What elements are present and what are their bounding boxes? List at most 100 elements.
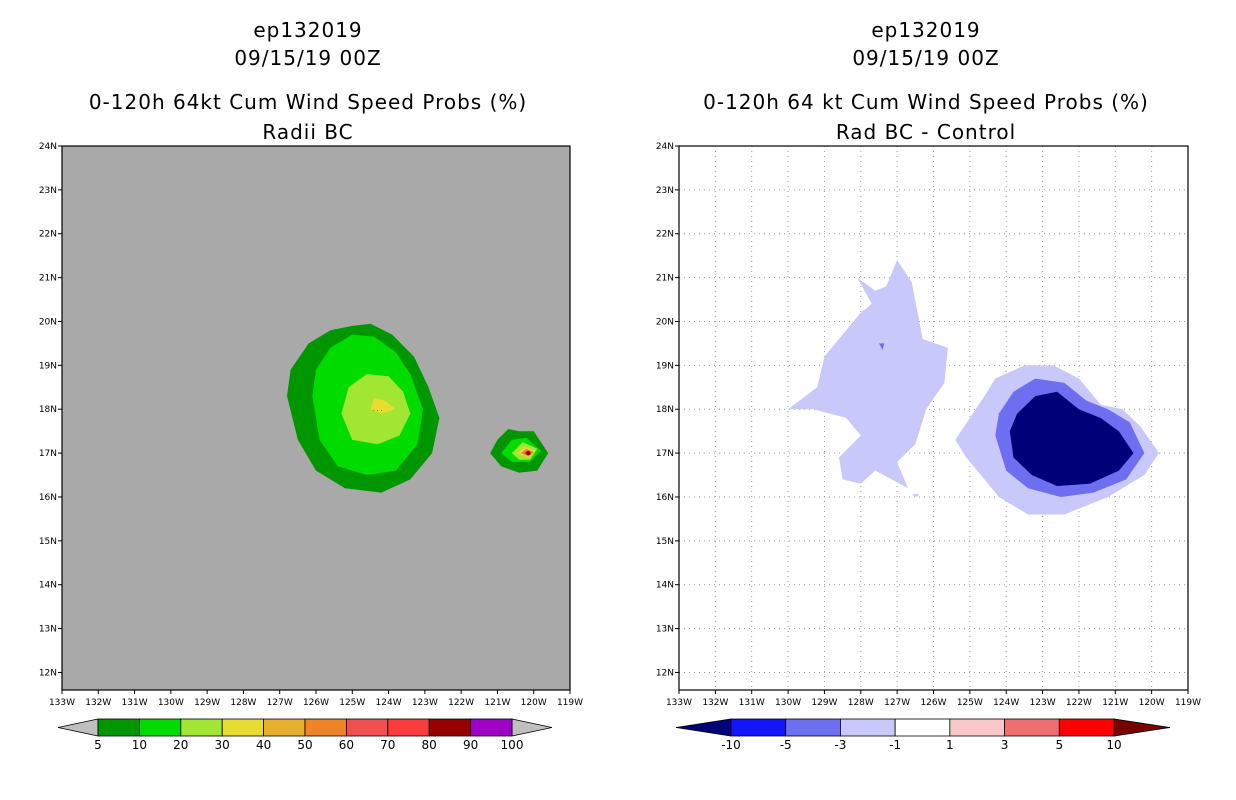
colorbar-label: 70 [380, 738, 395, 752]
colorbar-label: 20 [173, 738, 188, 752]
positive-region-3 [788, 260, 948, 489]
colorbar-label: 90 [463, 738, 478, 752]
colorbar-over-arrow [1113, 718, 1171, 737]
x-tick-label: 132W [85, 698, 111, 708]
colorbar-label: 50 [297, 738, 312, 752]
colorbar-label: 80 [422, 738, 437, 752]
colorbar-swatch [840, 718, 896, 737]
colorbar-swatch [387, 718, 430, 737]
y-tick-label: 14N [39, 581, 57, 591]
x-tick-label: 122W [448, 698, 474, 708]
colorbar-swatch [894, 718, 951, 737]
y-tick-label: 13N [39, 625, 57, 635]
left-chart-title: 0-120h 64kt Cum Wind Speed Probs (%) [88, 90, 528, 114]
colorbar-under-arrow [57, 718, 99, 737]
right-chart-subtitle: Rad BC - Control [835, 120, 1017, 144]
colorbar-label: 60 [339, 738, 354, 752]
x-tick-label: 119W [1175, 698, 1201, 708]
x-tick-label: 124W [376, 698, 402, 708]
colorbar-swatch [304, 718, 347, 737]
colorbar-swatch [138, 718, 182, 737]
x-tick-label: 129W [194, 698, 220, 708]
left-contours: . . . [287, 323, 549, 493]
x-tick-label: 126W [303, 698, 329, 708]
colorbar-swatch [428, 718, 472, 737]
right-storm-id: ep132019 [871, 18, 981, 42]
colorbar-swatch [345, 718, 389, 737]
colorbar-label: 40 [256, 738, 271, 752]
colorbar-under-arrow [675, 718, 732, 737]
y-tick-label: 21N [656, 274, 674, 284]
contour-dots: . . . [373, 406, 383, 413]
x-tick-label: 133W [666, 698, 692, 708]
x-tick-label: 131W [739, 698, 765, 708]
secondary-max-point [526, 450, 531, 456]
x-tick-label: 128W [230, 698, 256, 708]
x-tick-label: 124W [993, 698, 1019, 708]
y-tick-label: 15N [39, 537, 57, 547]
x-tick-label: 130W [158, 698, 184, 708]
y-tick-label: 14N [656, 581, 674, 591]
colorbar-label: 10 [1106, 738, 1121, 752]
x-tick-label: 123W [412, 698, 438, 708]
colorbar-label: 30 [215, 738, 230, 752]
contour-30-40 [370, 398, 396, 414]
y-tick-label: 19N [39, 361, 57, 371]
right-colorbar: -10 -5 -3 -1 1 3 5 10 [675, 718, 1171, 752]
y-tick-label: 22N [39, 230, 57, 240]
y-tick-label: 16N [39, 493, 57, 503]
x-tick-label: 121W [1102, 698, 1128, 708]
y-tick-label: 19N [656, 361, 674, 371]
left-datetime: 09/15/19 00Z [234, 46, 382, 70]
x-tick-label: 120W [1139, 698, 1165, 708]
y-tick-label: 12N [656, 668, 674, 678]
y-tick-label: 22N [656, 230, 674, 240]
left-plot: . . . 133W 132W 131W 130W 129W 128W 127W 126W 125… [39, 142, 583, 752]
right-plot: 133W 132W 131W 130W 129W 128W 127W 126W 125W 124W… [656, 142, 1201, 752]
small-contour-3 [911, 493, 919, 497]
y-tick-label: 24N [39, 142, 57, 152]
small-contour-5 [879, 343, 885, 350]
colorbar-swatch [180, 718, 223, 737]
y-tick-label: 20N [656, 317, 674, 327]
right-contours [788, 260, 1159, 515]
y-tick-label: 24N [656, 142, 674, 152]
x-tick-label: 127W [267, 698, 293, 708]
y-tick-label: 16N [656, 493, 674, 503]
y-tick-label: 15N [656, 537, 674, 547]
left-storm-id: ep132019 [253, 18, 363, 42]
x-tick-label: 125W [957, 698, 983, 708]
y-tick-label: 13N [656, 625, 674, 635]
y-tick-label: 23N [39, 186, 57, 196]
y-tick-label: 20N [39, 317, 57, 327]
colorbar-swatch [949, 718, 1005, 737]
y-tick-label: 17N [39, 449, 57, 459]
colorbar-swatch [263, 718, 306, 737]
right-chart-title: 0-120h 64 kt Cum Wind Speed Probs (%) [703, 90, 1149, 114]
x-tick-label: 131W [122, 698, 148, 708]
colorbar-label: -3 [834, 738, 846, 752]
colorbar-label: 100 [501, 738, 524, 752]
x-tick-label: 130W [775, 698, 801, 708]
colorbar-label: 5 [94, 738, 102, 752]
x-tick-label: 123W [1030, 698, 1056, 708]
y-tick-label: 18N [656, 405, 674, 415]
x-tick-label: 127W [884, 698, 910, 708]
x-tick-label: 125W [339, 698, 365, 708]
colorbar-swatch [97, 718, 140, 737]
colorbar-swatch [470, 718, 513, 737]
x-tick-label: 121W [484, 698, 510, 708]
y-tick-label: 23N [656, 186, 674, 196]
colorbar-label: 5 [1055, 738, 1063, 752]
x-tick-label: 126W [920, 698, 946, 708]
y-tick-label: 18N [39, 405, 57, 415]
colorbar-label: -10 [721, 738, 741, 752]
left-chart-subtitle: Radii BC [262, 120, 354, 144]
x-tick-label: 132W [702, 698, 728, 708]
x-tick-label: 122W [1066, 698, 1092, 708]
colorbar-swatch [1058, 718, 1115, 737]
right-datetime: 09/15/19 00Z [852, 46, 1000, 70]
colorbar-label: 1 [946, 738, 954, 752]
colorbar-label: 3 [1001, 738, 1009, 752]
colorbar-swatch [221, 718, 264, 737]
